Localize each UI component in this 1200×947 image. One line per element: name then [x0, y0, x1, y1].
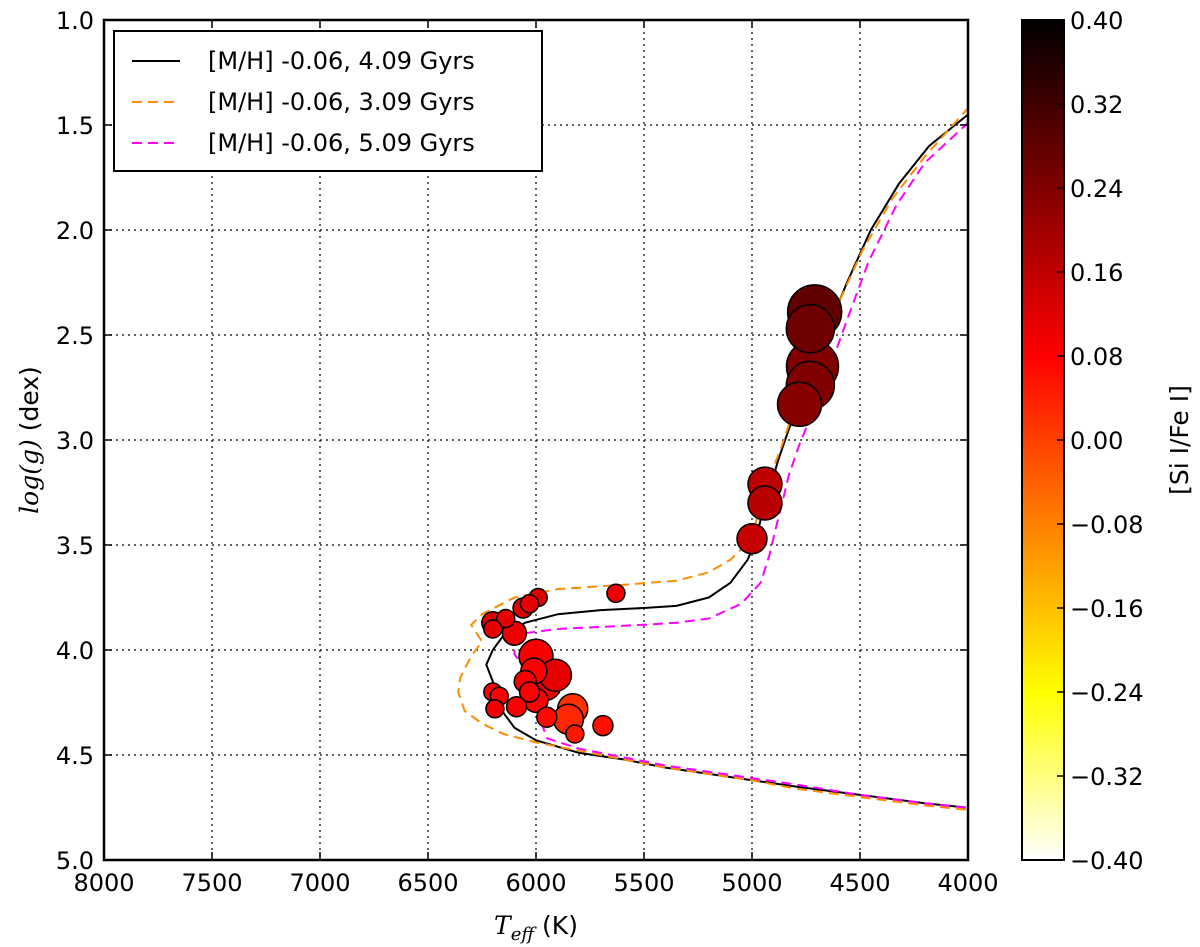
y-axis-label: log(g) (dex) [15, 366, 44, 514]
scatter-point [505, 695, 528, 718]
colorbar-tick-label: −0.08 [1070, 511, 1144, 539]
colorbar: 0.40 0.32 0.24 0.16 0.08 0.00 −0.08 −0.16 −0.24 −… [1021, 7, 1194, 875]
colorbar-tick-label: 0.08 [1070, 343, 1123, 371]
y-tick-label: 3.5 [56, 532, 94, 560]
legend-box [113, 30, 543, 172]
series-line-2 [457, 107, 968, 811]
scatter-point [785, 303, 836, 354]
x-tick-label: 4500 [829, 869, 890, 897]
colorbar-tick-label: 0.24 [1070, 175, 1123, 203]
y-tick-label: 4.5 [56, 742, 94, 770]
legend-label-1: [M/H] -0.06, 4.09 Gyrs [208, 47, 475, 75]
legend-label-3: [M/H] -0.06, 5.09 Gyrs [208, 129, 475, 157]
y-tick-label: 1.0 [56, 7, 94, 35]
scatter-point [776, 381, 823, 428]
x-tick-label: 5500 [613, 869, 674, 897]
y-tick-label: 4.0 [56, 637, 94, 665]
x-tick-label: 7000 [289, 869, 350, 897]
colorbar-tick-label: 0.00 [1070, 427, 1123, 455]
colorbar-tick-label: 0.16 [1070, 259, 1123, 287]
scatter-point [496, 608, 516, 629]
colorbar-tick-label: −0.32 [1070, 763, 1144, 791]
scatter-point [736, 522, 768, 555]
colorbar-tick-label: 0.32 [1070, 91, 1123, 119]
scatter-point [747, 485, 783, 521]
colorbar-tick-label: −0.24 [1070, 679, 1144, 707]
y-axis-ticks: 1.0 1.5 2.0 2.5 3.0 3.5 4.0 4.5 5.0 [56, 7, 968, 875]
x-tick-label: 8000 [73, 869, 134, 897]
y-tick-label: 3.0 [56, 427, 94, 455]
x-tick-label: 6500 [397, 869, 458, 897]
scatter-point [485, 699, 505, 719]
colorbar-tick-label: −0.16 [1070, 595, 1144, 623]
x-tick-label: 6000 [505, 869, 566, 897]
colorbar-tick-label: −0.40 [1070, 847, 1144, 875]
y-tick-label: 2.0 [56, 217, 94, 245]
legend-label-2: [M/H] -0.06, 3.09 Gyrs [208, 88, 475, 116]
y-tick-label: 2.5 [56, 322, 94, 350]
scatter-point [519, 594, 540, 614]
scatter-point [606, 583, 626, 604]
y-tick-label: 5.0 [56, 847, 94, 875]
legend: [M/H] -0.06, 4.09 Gyrs [M/H] -0.06, 3.09 … [113, 30, 543, 172]
x-tick-label: 7500 [181, 869, 242, 897]
x-tick-label: 4000 [937, 869, 998, 897]
scatter-points [481, 284, 843, 744]
x-axis-label: Teff (K) [494, 911, 578, 945]
scatter-point [483, 619, 503, 639]
x-tick-label: 5000 [721, 869, 782, 897]
scatter-point [536, 706, 558, 728]
scatter-point [592, 714, 614, 737]
colorbar-tick-label: 0.40 [1070, 7, 1123, 35]
y-tick-label: 1.5 [56, 112, 94, 140]
x-axis-ticks: 8000 7500 7000 6500 6000 5500 5000 4500 4000 [73, 20, 999, 897]
scatter-point [518, 681, 541, 703]
colorbar-label: [Si I/Fe I] [1165, 385, 1194, 495]
scatter-point [565, 724, 585, 744]
